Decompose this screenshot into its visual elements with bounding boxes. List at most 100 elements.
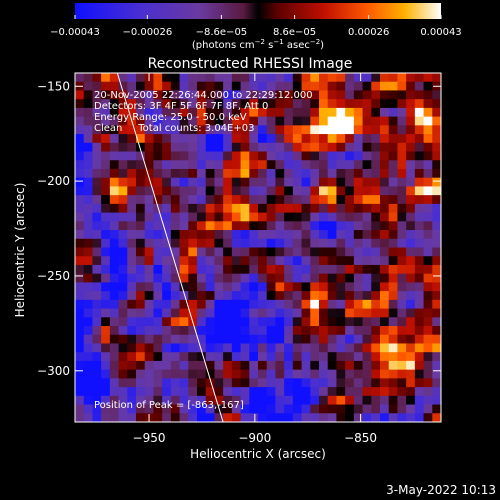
heatmap-cell (249, 343, 259, 353)
heatmap-cell (362, 212, 372, 222)
heatmap-cell (432, 343, 441, 353)
heatmap-cell (249, 212, 259, 222)
heatmap-cell (345, 90, 355, 100)
heatmap-cell (75, 273, 85, 283)
heatmap-cell (136, 395, 146, 406)
heatmap-cell (319, 413, 329, 422)
heatmap-cell (144, 230, 155, 240)
heatmap-cell (327, 160, 338, 170)
heatmap-cell (414, 134, 425, 144)
heatmap-cell (388, 360, 399, 371)
heatmap-cell (432, 107, 441, 118)
heatmap-cell (362, 360, 372, 371)
heatmap-cell (197, 413, 207, 422)
heatmap-cell (353, 73, 364, 83)
heatmap-cell (179, 116, 189, 126)
heatmap-cell (327, 326, 338, 336)
heatmap-cell (83, 134, 94, 144)
heatmap-cell (223, 317, 233, 327)
heatmap-cell (162, 99, 172, 109)
heatmap-cell (310, 369, 320, 379)
heatmap-cell (153, 238, 163, 249)
heatmap-cell (240, 116, 250, 126)
heatmap-cell (240, 369, 250, 379)
heatmap-cell (101, 299, 111, 310)
heatmap-cell (388, 395, 399, 406)
heatmap-cell (249, 326, 259, 336)
heatmap-cell (249, 151, 259, 161)
heatmap-cell (388, 221, 399, 231)
heatmap-cell (92, 291, 102, 301)
heatmap-cell (153, 352, 163, 362)
heatmap-cell (362, 264, 372, 275)
heatmap-cell (249, 230, 259, 240)
heatmap-cell (136, 168, 146, 179)
heatmap-cell (423, 90, 433, 100)
heatmap-cell (205, 90, 216, 100)
heatmap-cell (118, 107, 128, 118)
heatmap-cell (162, 387, 172, 397)
heatmap-cell (205, 230, 216, 240)
heatmap-cell (266, 107, 277, 118)
heatmap-cell (83, 238, 94, 249)
heatmap-cell (388, 99, 399, 109)
heatmap-cell (249, 273, 259, 283)
heatmap-cell (162, 291, 172, 301)
heatmap-cell (118, 238, 128, 249)
heatmap-cell (327, 378, 338, 388)
heatmap-cell (380, 291, 390, 301)
heatmap-cell (249, 238, 259, 249)
heatmap-cell (319, 387, 329, 397)
heatmap-cell (118, 282, 128, 292)
heatmap-cell (188, 273, 198, 283)
heatmap-cell (101, 413, 111, 422)
time-range-text: 20-Nov-2005 22:26:44.000 to 22:29:12.000 (94, 90, 313, 101)
heatmap-cell (380, 247, 390, 257)
heatmap-cell (275, 378, 285, 388)
heatmap-cell (240, 186, 250, 196)
heatmap-cell (423, 151, 433, 161)
solar-limb-line (116, 73, 224, 422)
heatmap-cell (197, 142, 207, 153)
heatmap-cell (179, 177, 189, 188)
heatmap-cell (310, 238, 320, 249)
heatmap-cell (162, 308, 172, 318)
heatmap-cell (292, 160, 303, 170)
heatmap-cell (153, 404, 163, 414)
heatmap-cell (301, 73, 311, 83)
heatmap-cell (388, 352, 399, 362)
heatmap-cell (336, 308, 346, 318)
heatmap-cell (310, 404, 320, 414)
heatmap-cell (310, 116, 320, 126)
heatmap-cell (362, 387, 372, 397)
heatmap-cell (153, 186, 163, 196)
heatmap-cell (327, 256, 338, 266)
heatmap-cell (179, 378, 189, 388)
heatmap-cell (240, 177, 250, 188)
heatmap-cell (109, 151, 120, 161)
heatmap-cell (179, 107, 189, 118)
heatmap-cell (153, 125, 163, 135)
heatmap-cell (109, 273, 120, 283)
heatmap-cell (380, 125, 390, 135)
heatmap-cell (397, 177, 407, 188)
heatmap-cell (423, 125, 433, 135)
heatmap-cell (336, 99, 346, 109)
heatmap-cell (92, 195, 102, 205)
heatmap-cell (310, 326, 320, 336)
heatmap-cell (188, 334, 198, 345)
heatmap-cell (414, 369, 425, 379)
heatmap-cell (266, 352, 277, 362)
heatmap-cell (92, 395, 102, 406)
heatmap-cell (423, 73, 433, 83)
heatmap-cell (397, 404, 407, 414)
heatmap-cell (75, 203, 85, 214)
heatmap-cell (153, 387, 163, 397)
heatmap-cell (101, 142, 111, 153)
heatmap-cell (397, 238, 407, 249)
heatmap-cell (301, 203, 311, 214)
heatmap-cell (136, 116, 146, 126)
heatmap-cell (266, 116, 277, 126)
heatmap-cell (136, 195, 146, 205)
heatmap-cell (118, 343, 128, 353)
